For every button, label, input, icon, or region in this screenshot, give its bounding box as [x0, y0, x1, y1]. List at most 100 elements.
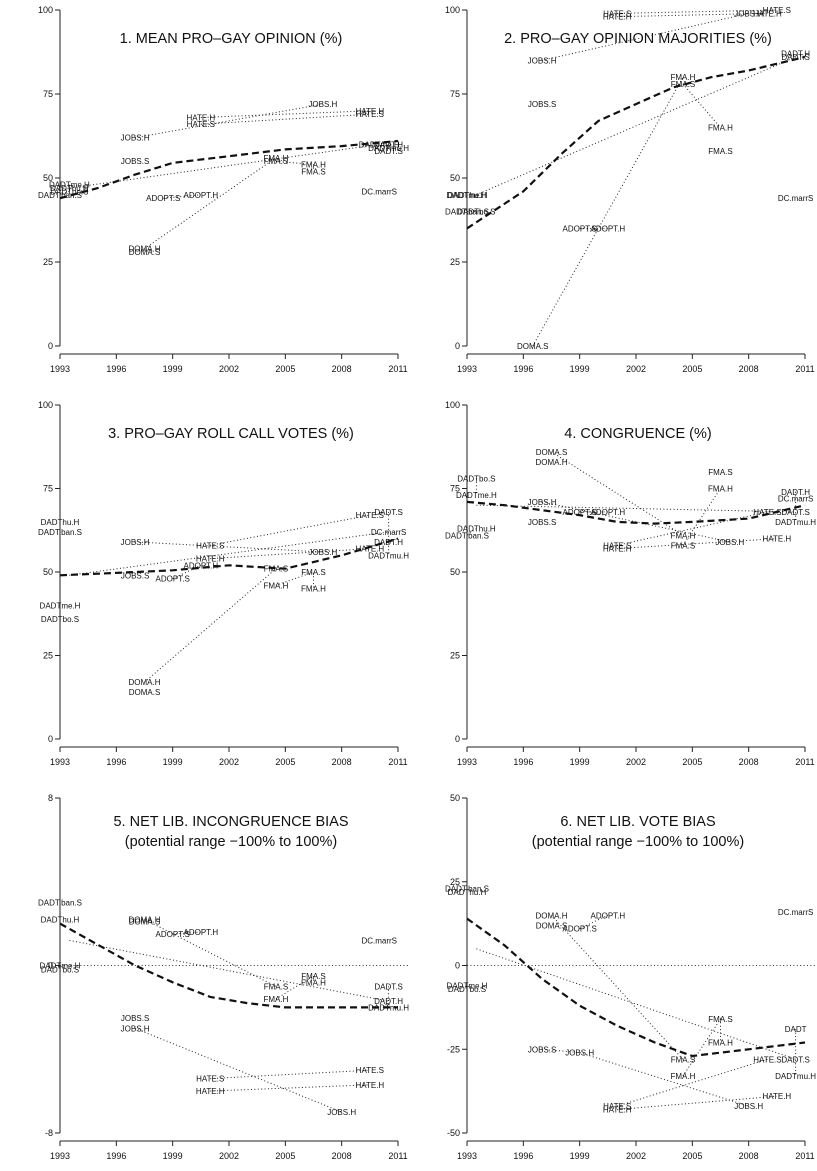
point-label: FMA.H — [301, 585, 326, 594]
x-tick-label: 1999 — [570, 757, 590, 767]
y-tick-label: 100 — [38, 5, 53, 15]
point-label: HATE.H — [355, 545, 384, 554]
x-tick-label: 2008 — [739, 757, 759, 767]
point-label: DADTmu.H — [368, 551, 409, 560]
point-label: DADThu.H — [41, 915, 80, 924]
point-label: DADT.ban.S — [38, 191, 82, 200]
point-label: HATE.S — [196, 541, 224, 550]
point-label: JOBS.H — [528, 56, 557, 65]
point-label: JOBS.H — [308, 100, 337, 109]
point-label: ADOPT.S — [563, 925, 597, 934]
y-tick-label: 50 — [450, 173, 460, 183]
point-label: ADOPT.S — [146, 194, 180, 203]
panel-4: 0 25 50 75 100 1993 1996 1999 2002 2005 2008 2011 4.… — [445, 400, 816, 767]
x-tick-label: 1993 — [457, 1151, 477, 1161]
point-label: HATE.S — [753, 1055, 781, 1064]
x-tick-label: 1996 — [513, 364, 533, 374]
point-label: DADT.S — [374, 982, 402, 991]
point-label: FMA.S — [671, 80, 695, 89]
y-tick-label: 75 — [450, 89, 460, 99]
point-label: DADTme.H — [49, 181, 90, 190]
x-tick-label: 2011 — [388, 757, 407, 767]
series-line — [617, 9, 777, 14]
y-tick-label: 0 — [455, 961, 460, 971]
point-label: HATE.H — [603, 545, 632, 554]
x-tick-label: 2005 — [275, 364, 295, 374]
point-label: HATE.S — [763, 6, 791, 15]
x-tick-label: 2002 — [219, 364, 239, 374]
point-label: DADT.ban.S — [38, 899, 82, 908]
series-line — [542, 1048, 580, 1054]
series-line — [144, 157, 277, 250]
x-tick-label: 1996 — [106, 757, 126, 767]
point-label: HATE.H — [196, 1087, 225, 1096]
y-tick-label: 25 — [43, 257, 53, 267]
point-label: JOBS.H — [327, 1108, 356, 1117]
point-label: DADThu.H — [448, 191, 487, 200]
point-label: DADT.ban.S — [445, 884, 489, 893]
point-label: DADTbo.S — [457, 208, 495, 217]
x-tick-label: 1999 — [163, 364, 183, 374]
panel-title: 4. CONGRUENCE (%) — [564, 426, 711, 442]
x-tick-label: 1999 — [163, 757, 183, 767]
x-tick-label: 2008 — [739, 364, 759, 374]
series-line — [200, 113, 370, 125]
point-label: FMA.H — [263, 581, 288, 590]
y-tick-label: 75 — [43, 89, 53, 99]
x-tick-label: 2011 — [388, 1151, 407, 1161]
point-label: FMA.H — [708, 124, 733, 133]
point-label: HATE.H — [355, 107, 384, 116]
x-tick-label: 2008 — [332, 757, 352, 767]
point-label: FMA.S — [301, 972, 325, 981]
y-tick-label: -25 — [447, 1044, 460, 1054]
panel-title: 6. NET LIB. VOTE BIAS — [560, 814, 715, 830]
x-tick-label: 2005 — [275, 757, 295, 767]
point-label: JOBS.H — [308, 548, 337, 557]
point-label: DC.marrS — [778, 908, 814, 917]
x-tick-label: 2002 — [626, 364, 646, 374]
point-label: FMA.H — [263, 154, 288, 163]
point-label: DOMA.H — [129, 915, 161, 924]
point-label: JOBS.H — [121, 134, 150, 143]
panel-subtitle: (potential range −100% to 100%) — [125, 834, 337, 850]
series-line — [682, 83, 721, 128]
y-tick-label: 0 — [455, 734, 460, 744]
x-tick-label: 2005 — [682, 364, 702, 374]
point-label: FMA.H — [301, 161, 326, 170]
y-tick-label: 25 — [450, 651, 460, 661]
series-line — [617, 12, 768, 18]
panel-6: -50 -25 0 25 50 1993 1996 1999 2002 2005 2008 2011 6… — [445, 793, 817, 1161]
point-label: ADOPT.H — [590, 911, 625, 920]
point-label: FMA.S — [264, 157, 288, 166]
y-tick-label: 25 — [450, 877, 460, 887]
series-line — [200, 110, 370, 118]
point-label: HATE.H — [603, 1106, 632, 1115]
point-label: FMA.H — [670, 73, 695, 82]
y-tick-label: 0 — [48, 734, 53, 744]
series-line — [134, 1027, 342, 1113]
point-label: DADTme.H — [447, 191, 488, 200]
point-label: DADT.ban.S — [38, 528, 82, 537]
x-tick-label: 2005 — [682, 757, 702, 767]
y-tick-label: 50 — [450, 567, 460, 577]
panel-5: -8 0 8 1993 1996 1999 2002 2005 2008 2011 5. NET L… — [38, 793, 410, 1161]
trend-line — [59, 139, 399, 200]
point-label: DADT.ban.S — [445, 531, 489, 540]
point-label: FMA.H — [670, 531, 695, 540]
series-line — [476, 948, 796, 1060]
point-label: JOBS.H — [715, 538, 744, 547]
point-label: HATE.H — [753, 9, 782, 18]
panel-title: 5. NET LIB. INCONGRUENCE BIAS — [113, 814, 348, 830]
point-label: DADT.H — [374, 140, 403, 149]
point-label: DADT.H — [374, 997, 403, 1006]
point-label: DADTbo.S — [41, 966, 79, 975]
point-label: HATE.S — [356, 1066, 384, 1075]
y-tick-label: 0 — [455, 341, 460, 351]
y-tick-label: 50 — [43, 567, 53, 577]
point-label: DADThu.H — [448, 888, 487, 897]
y-tick-label: 0 — [48, 961, 53, 971]
x-tick-label: 1993 — [457, 757, 477, 767]
point-label: JOBS.S — [528, 1045, 556, 1054]
point-label: DADT.S — [781, 53, 809, 62]
